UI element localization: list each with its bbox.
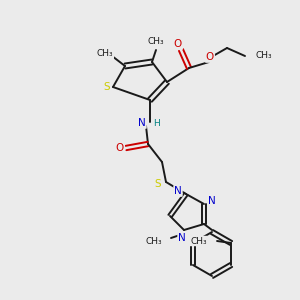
Text: N: N xyxy=(208,196,216,206)
Text: CH₃: CH₃ xyxy=(97,50,113,58)
Text: N: N xyxy=(174,186,182,196)
Text: O: O xyxy=(116,143,124,153)
Text: N: N xyxy=(178,233,186,243)
Text: O: O xyxy=(174,39,182,49)
Text: CH₃: CH₃ xyxy=(255,52,272,61)
Text: CH₃: CH₃ xyxy=(190,236,207,245)
Text: CH₃: CH₃ xyxy=(146,238,162,247)
Text: CH₃: CH₃ xyxy=(148,38,164,46)
Text: S: S xyxy=(155,179,161,189)
Text: N: N xyxy=(138,118,146,128)
Text: H: H xyxy=(154,118,160,127)
Text: S: S xyxy=(104,82,110,92)
Text: O: O xyxy=(206,52,214,62)
